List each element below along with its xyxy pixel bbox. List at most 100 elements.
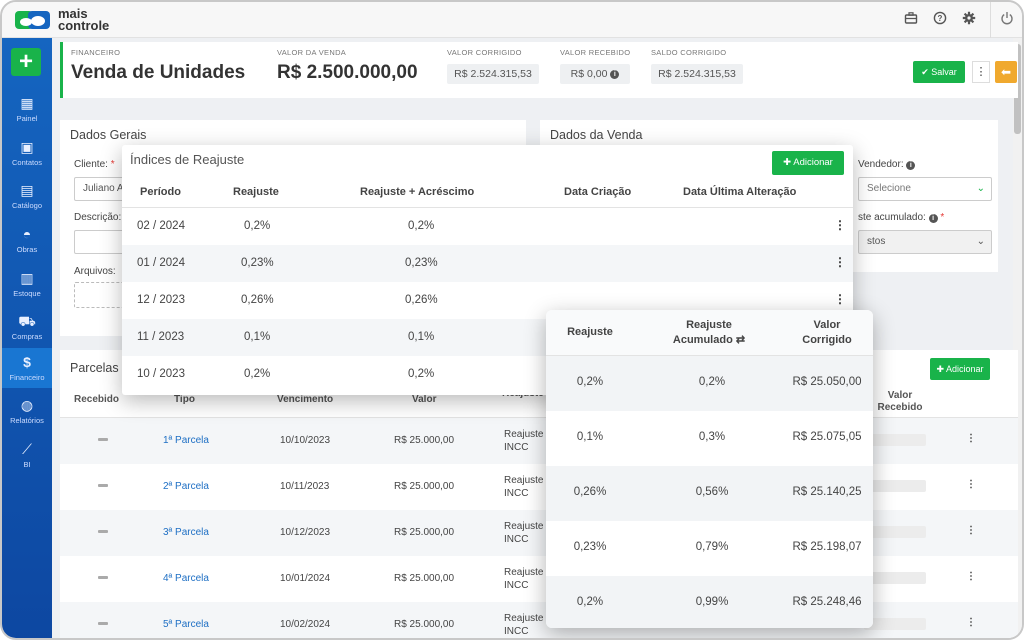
status-dash — [98, 576, 108, 579]
top-bar: mais controle ? — [2, 2, 1022, 38]
row-menu-icon[interactable]: ⋮ — [834, 218, 846, 232]
placeholder-bar — [864, 434, 926, 446]
reajuste-cell: Reajuste INCC — [504, 613, 544, 637]
logo-text-line2: controle — [58, 18, 110, 33]
add-parcela-button[interactable]: ✚ Adicionar — [930, 358, 990, 380]
parcelas-table: Recebido Tipo Vencimento Valor Reajuste … — [60, 386, 1018, 638]
briefcase-icon[interactable] — [902, 11, 920, 29]
more-options-button[interactable]: ⋮ — [972, 61, 990, 83]
saldo-corrigido-label: SALDO CORRIGIDO — [651, 48, 727, 57]
info-icon[interactable]: i — [610, 69, 620, 79]
saldo-corrigido-value: R$ 2.524.315,53 — [651, 64, 743, 84]
svg-text:?: ? — [938, 14, 943, 23]
table-row[interactable]: 1ª Parcela 10/10/2023 R$ 25.000,00 Reaju… — [60, 418, 1018, 464]
sidebar-item-obras[interactable]: ◓ Obras — [2, 225, 52, 254]
valor-corrigido: R$ 25.198,07 — [792, 541, 862, 553]
vencimento: 10/01/2024 — [280, 573, 331, 584]
chevron-down-icon: ⌄ — [976, 183, 985, 194]
sidebar-item-relatorios[interactable]: ◍ Relatórios — [2, 396, 52, 425]
parcelas-title: Parcelas — [70, 361, 119, 375]
sidebar-item-compras[interactable]: ⛟ Compras — [2, 312, 52, 341]
table-row[interactable]: 3ª Parcela 10/12/2023 R$ 25.000,00 Reaju… — [60, 510, 1018, 556]
periodo: 02 / 2024 — [137, 220, 185, 232]
valor-recebido-box: R$ 0,00 i — [560, 64, 630, 84]
placeholder-bar — [864, 526, 926, 538]
table-row[interactable]: 0,1% 0,3% R$ 25.075,05 — [546, 411, 873, 466]
column-header: Recebido — [74, 394, 120, 405]
column-header: Vencimento — [277, 394, 334, 405]
reajuste: 0,26% — [573, 486, 607, 498]
reajuste-select[interactable]: stos ⌄ — [858, 230, 992, 254]
swap-icon[interactable]: ⇄ — [735, 334, 746, 346]
valor-corrigido: R$ 25.140,25 — [792, 486, 862, 498]
page-scrollbar[interactable] — [1013, 38, 1022, 638]
valor: R$ 25.000,00 — [394, 619, 455, 630]
row-menu-icon[interactable]: ⋮ — [966, 571, 976, 582]
row-menu-icon[interactable]: ⋮ — [966, 479, 976, 490]
sidebar-item-bi[interactable]: ⟋ BI — [2, 440, 52, 469]
reajuste-acrescimo: 0,26% — [405, 294, 438, 306]
back-button[interactable]: ⬅ — [995, 61, 1017, 83]
reajuste-acumulado-label: ste acumulado: i * — [858, 212, 945, 223]
table-row[interactable]: 4ª Parcela 10/01/2024 R$ 25.000,00 Reaju… — [60, 556, 1018, 602]
table-row[interactable]: 02 / 2024 0,2% 0,2% ⋮ — [122, 208, 853, 245]
save-button[interactable]: ✔ Salvar — [913, 61, 965, 83]
new-item-button[interactable]: + — [11, 48, 41, 76]
row-menu-icon[interactable]: ⋮ — [966, 617, 976, 628]
sidebar-item-label: Relatórios — [10, 416, 44, 425]
vencimento: 10/02/2024 — [280, 619, 331, 630]
add-indice-button[interactable]: ✚ Adicionar — [772, 151, 844, 175]
sidebar-item-contatos[interactable]: ▣ Contatos — [2, 138, 52, 167]
vendedor-select[interactable]: Selecione ⌄ — [858, 177, 992, 201]
table-row[interactable]: 0,26% 0,56% R$ 25.140,25 — [546, 466, 873, 521]
cart-icon: ⛟ — [18, 313, 36, 329]
sidebar-item-painel[interactable]: ▦ Painel — [2, 94, 52, 123]
info-icon[interactable]: i — [906, 161, 916, 170]
table-row[interactable]: 10 / 2023 0,2% 0,2% — [122, 356, 853, 393]
placeholder-bar — [864, 480, 926, 492]
periodo: 11 / 2023 — [137, 331, 185, 343]
table-row[interactable]: 12 / 2023 0,26% 0,26% ⋮ — [122, 282, 853, 319]
acumulado: 0,79% — [695, 541, 729, 553]
reajuste-cell: Reajuste INCC — [504, 567, 544, 591]
dados-gerais-title: Dados Gerais — [70, 128, 147, 142]
table-row[interactable]: 0,2% 0,2% R$ 25.050,00 — [546, 356, 873, 411]
page-title: Venda de Unidades — [71, 62, 246, 83]
vendedor-select-value: Selecione — [867, 183, 911, 194]
column-header: Reajuste + Acréscimo — [360, 186, 475, 198]
table-row[interactable]: 5ª Parcela 10/02/2024 R$ 25.000,00 Reaju… — [60, 602, 1018, 638]
help-icon[interactable]: ? — [931, 11, 949, 29]
acumulado: 0,99% — [695, 596, 729, 608]
sidebar: + ▦ Painel ▣ Contatos ▤ Catálogo ◓ Obras… — [2, 38, 52, 638]
table-row[interactable]: 2ª Parcela 10/11/2023 R$ 25.000,00 Reaju… — [60, 464, 1018, 510]
parcela-link[interactable]: 4ª Parcela — [163, 573, 209, 584]
vencimento: 10/12/2023 — [280, 527, 331, 538]
column-header: Valor — [412, 394, 437, 405]
app-logo[interactable]: mais controle — [14, 7, 110, 33]
sidebar-item-catalogo[interactable]: ▤ Catálogo — [2, 181, 52, 210]
valor-corrigido: R$ 25.050,00 — [792, 376, 862, 388]
parcela-link[interactable]: 5ª Parcela — [163, 619, 209, 630]
parcela-link[interactable]: 1ª Parcela — [163, 435, 209, 446]
row-menu-icon[interactable]: ⋮ — [966, 433, 976, 444]
parcela-link[interactable]: 3ª Parcela — [163, 527, 209, 538]
row-menu-icon[interactable]: ⋮ — [834, 255, 846, 269]
table-row[interactable]: 0,23% 0,79% R$ 25.198,07 — [546, 521, 873, 576]
status-dash — [98, 530, 108, 533]
row-menu-icon[interactable]: ⋮ — [966, 525, 976, 536]
section-label: FINANCEIRO — [71, 48, 121, 57]
column-header: Período — [140, 186, 181, 198]
table-row[interactable]: 0,2% 0,99% R$ 25.248,46 — [546, 576, 873, 628]
info-icon[interactable]: i — [928, 214, 938, 223]
row-menu-icon[interactable]: ⋮ — [834, 292, 846, 306]
table-row[interactable]: 01 / 2024 0,23% 0,23% ⋮ — [122, 245, 853, 282]
vendedor-label: Vendedor: i — [858, 159, 916, 170]
column-header: Reajuste — [567, 326, 613, 338]
sidebar-item-estoque[interactable]: ▥ Estoque — [2, 269, 52, 298]
power-icon[interactable] — [998, 11, 1016, 29]
add-indice-label: Adicionar — [793, 157, 833, 168]
gear-icon[interactable] — [960, 11, 978, 29]
parcela-link[interactable]: 2ª Parcela — [163, 481, 209, 492]
sidebar-item-financeiro[interactable]: $ Financeiro — [2, 348, 52, 388]
reajuste: 0,2% — [576, 596, 604, 608]
